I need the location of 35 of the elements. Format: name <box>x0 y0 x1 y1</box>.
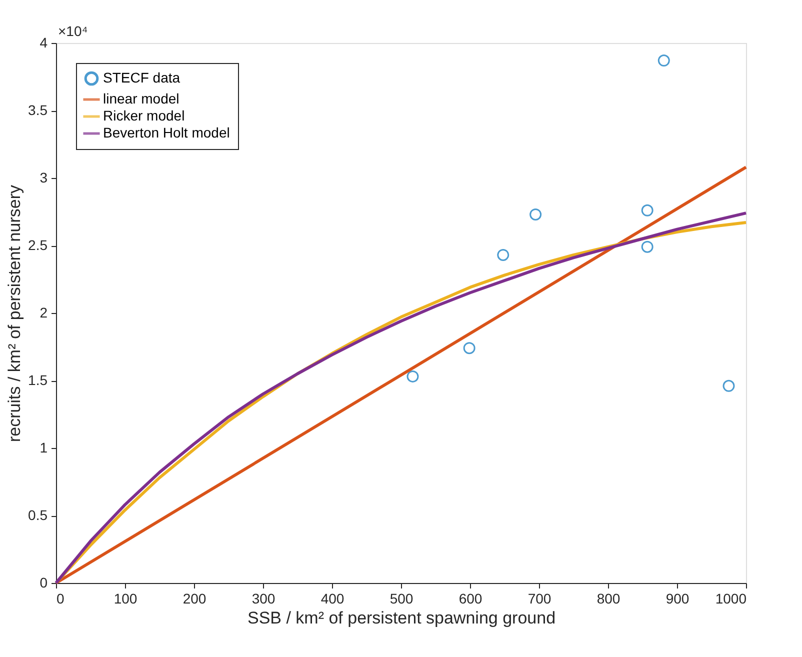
point <box>463 342 476 354</box>
y-tick-label: 3 <box>40 170 48 186</box>
legend-label: STECF data <box>103 70 180 86</box>
legend-label: Ricker model <box>103 108 185 124</box>
x-tick-label: 400 <box>320 590 344 606</box>
point <box>406 370 419 382</box>
y-tick-label: 1 <box>40 440 48 456</box>
x-tick-label: 700 <box>528 590 552 606</box>
y-tick-label: 2 <box>40 304 48 320</box>
x-tick-label: 900 <box>666 590 690 606</box>
point <box>658 54 670 67</box>
y-tick-label: 1.5 <box>28 372 48 388</box>
y-tick-label: 0 <box>40 574 48 590</box>
point <box>641 240 654 253</box>
y-tick-label: 0.5 <box>28 507 48 523</box>
text: ×10⁴ <box>58 23 88 39</box>
point <box>530 208 542 220</box>
x-tick-label: 800 <box>596 590 620 606</box>
point <box>641 204 654 216</box>
x-tick-label: 100 <box>114 590 138 606</box>
y-tick-label: 4 <box>40 34 48 50</box>
legend-label: Beverton Holt model <box>103 124 230 140</box>
x-tick-label: 500 <box>390 590 414 606</box>
x-tick-label: 600 <box>458 590 482 606</box>
x-axis-title: SSB / km² of persistent spawning ground <box>247 608 556 628</box>
x-tick-label: 1000 <box>715 590 747 606</box>
y-tick-label: 3.5 <box>28 102 48 118</box>
x-tick-label: 200 <box>182 590 206 606</box>
point <box>722 380 735 392</box>
y-tick-label: 2.5 <box>28 237 48 253</box>
legend-label: linear model <box>103 90 180 106</box>
point <box>497 248 510 261</box>
y-axis-title: recruits / km² of persistent nursery <box>5 184 24 442</box>
x-tick-label: 0 <box>56 590 64 606</box>
x-tick-label: 300 <box>252 590 276 606</box>
